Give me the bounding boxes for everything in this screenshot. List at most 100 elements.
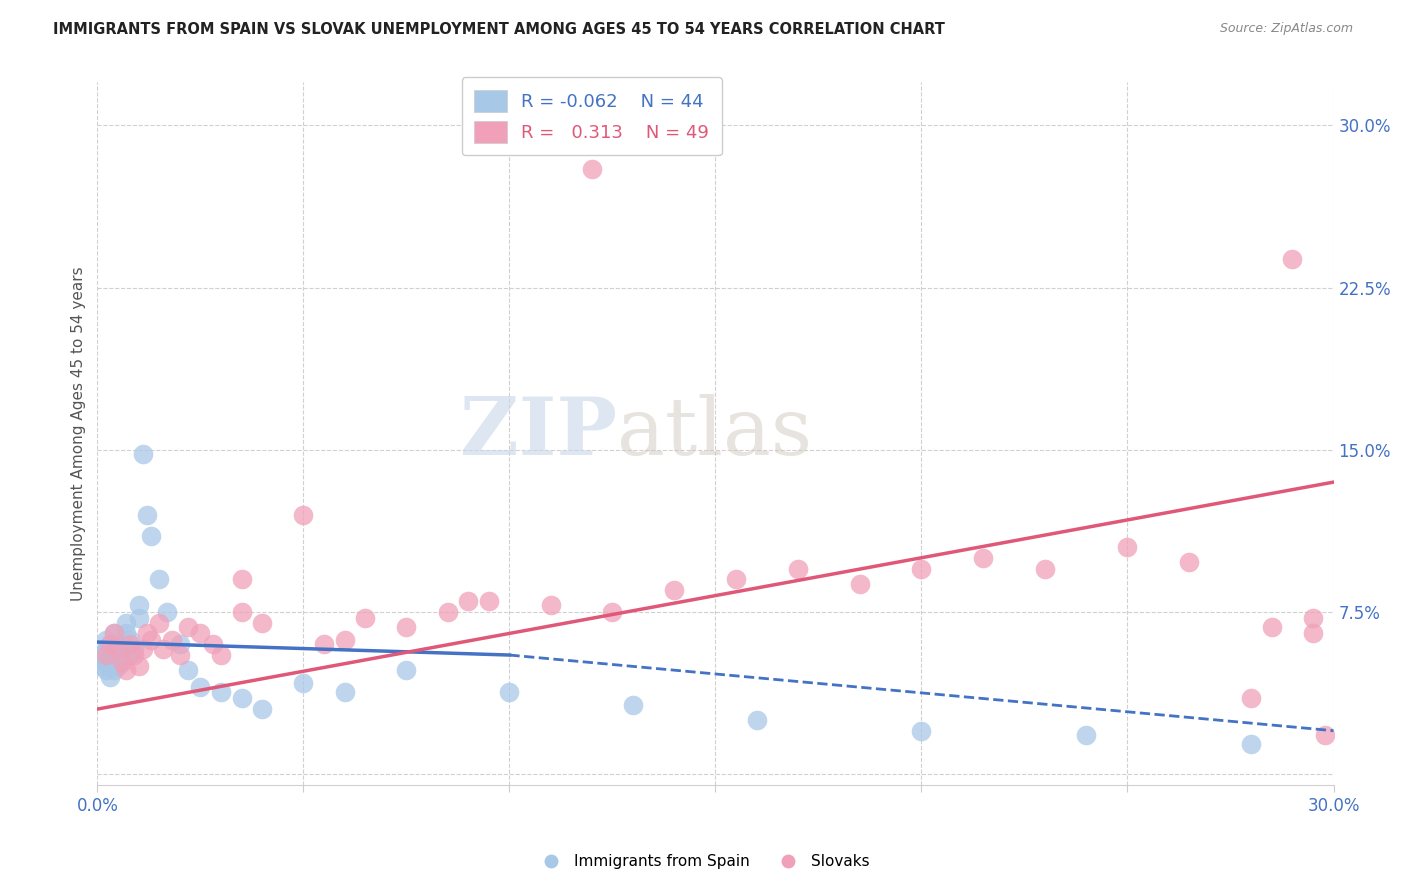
- Point: [1302, 611, 1324, 625]
- Point: [124, 648, 146, 662]
- Point: [94, 632, 117, 647]
- Point: [115, 663, 138, 677]
- Point: [98, 670, 121, 684]
- Point: [111, 655, 134, 669]
- Point: [94, 648, 117, 662]
- Point: [103, 626, 125, 640]
- Point: [312, 637, 335, 651]
- Point: [94, 641, 117, 656]
- Point: [498, 685, 520, 699]
- Point: [1178, 555, 1201, 569]
- Point: [1315, 728, 1337, 742]
- Text: ZIP: ZIP: [460, 394, 617, 473]
- Point: [115, 615, 138, 630]
- Point: [148, 615, 170, 630]
- Point: [98, 637, 121, 651]
- Point: [94, 663, 117, 677]
- Point: [231, 605, 253, 619]
- Point: [333, 685, 356, 699]
- Point: [128, 599, 150, 613]
- Point: [177, 663, 200, 677]
- Point: [190, 626, 212, 640]
- Point: [250, 702, 273, 716]
- Point: [602, 605, 624, 619]
- Point: [1116, 540, 1139, 554]
- Point: [292, 676, 315, 690]
- Point: [1302, 626, 1324, 640]
- Point: [90, 658, 112, 673]
- Point: [160, 632, 183, 647]
- Point: [120, 637, 142, 651]
- Point: [131, 447, 153, 461]
- Text: atlas: atlas: [617, 394, 811, 473]
- Point: [436, 605, 458, 619]
- Point: [354, 611, 377, 625]
- Point: [90, 648, 112, 662]
- Point: [135, 508, 157, 522]
- Point: [1260, 620, 1282, 634]
- Text: Source: ZipAtlas.com: Source: ZipAtlas.com: [1219, 22, 1353, 36]
- Point: [103, 663, 125, 677]
- Point: [139, 632, 162, 647]
- Point: [120, 648, 142, 662]
- Text: IMMIGRANTS FROM SPAIN VS SLOVAK UNEMPLOYMENT AMONG AGES 45 TO 54 YEARS CORRELATI: IMMIGRANTS FROM SPAIN VS SLOVAK UNEMPLOY…: [53, 22, 945, 37]
- Point: [128, 611, 150, 625]
- Y-axis label: Unemployment Among Ages 45 to 54 years: Unemployment Among Ages 45 to 54 years: [72, 266, 86, 601]
- Point: [94, 655, 117, 669]
- Point: [201, 637, 224, 651]
- Point: [107, 658, 129, 673]
- Point: [910, 561, 932, 575]
- Point: [724, 573, 747, 587]
- Point: [152, 641, 174, 656]
- Point: [124, 641, 146, 656]
- Point: [128, 658, 150, 673]
- Point: [148, 573, 170, 587]
- Point: [581, 161, 603, 176]
- Point: [115, 626, 138, 640]
- Point: [177, 620, 200, 634]
- Point: [98, 637, 121, 651]
- Point: [131, 641, 153, 656]
- Point: [786, 561, 808, 575]
- Point: [1033, 561, 1056, 575]
- Point: [111, 652, 134, 666]
- Point: [1281, 252, 1303, 267]
- Point: [664, 583, 686, 598]
- Point: [190, 681, 212, 695]
- Point: [1240, 691, 1263, 706]
- Point: [910, 723, 932, 738]
- Legend: R = -0.062    N = 44, R =   0.313    N = 49: R = -0.062 N = 44, R = 0.313 N = 49: [461, 77, 721, 155]
- Point: [209, 648, 232, 662]
- Point: [1240, 737, 1263, 751]
- Point: [457, 594, 479, 608]
- Point: [972, 550, 994, 565]
- Point: [103, 626, 125, 640]
- Point: [111, 641, 134, 656]
- Point: [478, 594, 501, 608]
- Point: [333, 632, 356, 647]
- Point: [292, 508, 315, 522]
- Point: [139, 529, 162, 543]
- Point: [395, 620, 418, 634]
- Point: [848, 576, 870, 591]
- Point: [169, 648, 191, 662]
- Point: [395, 663, 418, 677]
- Point: [98, 648, 121, 662]
- Point: [169, 637, 191, 651]
- Point: [1076, 728, 1098, 742]
- Point: [209, 685, 232, 699]
- Point: [156, 605, 179, 619]
- Point: [98, 658, 121, 673]
- Point: [107, 637, 129, 651]
- Legend: Immigrants from Spain, Slovaks: Immigrants from Spain, Slovaks: [530, 848, 876, 875]
- Point: [540, 599, 562, 613]
- Point: [745, 713, 768, 727]
- Point: [135, 626, 157, 640]
- Point: [621, 698, 644, 712]
- Point: [107, 641, 129, 656]
- Point: [107, 648, 129, 662]
- Point: [250, 615, 273, 630]
- Point: [120, 632, 142, 647]
- Point: [231, 573, 253, 587]
- Point: [231, 691, 253, 706]
